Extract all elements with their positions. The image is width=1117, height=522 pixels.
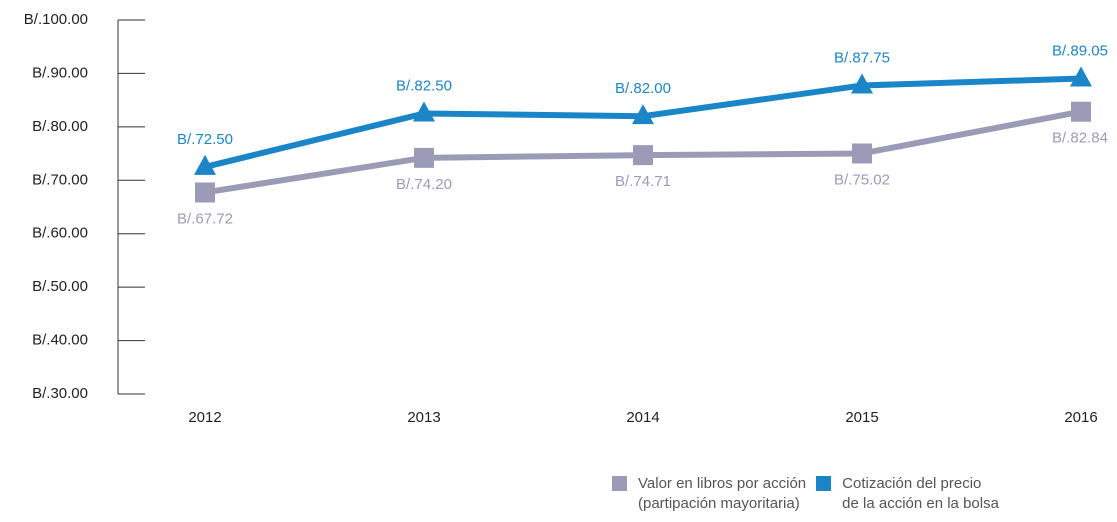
y-tick-label: B/.60.00 bbox=[32, 225, 88, 242]
data-label: B/.82.50 bbox=[396, 77, 452, 94]
data-label: B/.89.05 bbox=[1052, 42, 1108, 59]
marker bbox=[1070, 66, 1092, 87]
y-tick-label: B/.80.00 bbox=[32, 118, 88, 135]
legend-swatch bbox=[816, 476, 832, 491]
marker bbox=[413, 101, 435, 122]
legend-item: Cotización del precio de la acción en la… bbox=[816, 474, 999, 514]
x-tick-label: 2013 bbox=[407, 409, 440, 426]
data-label: B/.72.50 bbox=[177, 131, 233, 148]
legend-item: Valor en libros por acción (partipación … bbox=[612, 474, 806, 514]
y-tick-label: B/.50.00 bbox=[32, 278, 88, 295]
marker bbox=[195, 182, 215, 203]
data-label: B/.87.75 bbox=[834, 49, 890, 66]
marker bbox=[1071, 101, 1091, 122]
data-label: B/.67.72 bbox=[177, 210, 233, 227]
y-tick-label: B/.40.00 bbox=[32, 332, 88, 349]
x-tick-label: 2015 bbox=[845, 409, 878, 426]
y-tick-label: B/.90.00 bbox=[32, 64, 88, 81]
x-tick-label: 2016 bbox=[1064, 409, 1097, 426]
data-label: B/.82.00 bbox=[615, 80, 671, 97]
marker bbox=[852, 143, 872, 164]
marker bbox=[194, 154, 216, 175]
data-label: B/.74.20 bbox=[396, 176, 452, 193]
legend-swatch bbox=[612, 476, 627, 491]
chart: B/.30.00 B/.40.00 B/.50.00 B/.60.00 B/.70.00… bbox=[24, 11, 1108, 426]
y-tick-label: B/.70.00 bbox=[32, 171, 88, 188]
data-label: B/.74.71 bbox=[615, 173, 671, 190]
legend-label: Cotización del precio de la acción en la… bbox=[842, 475, 999, 512]
x-tick-label: 2012 bbox=[188, 409, 221, 426]
marker bbox=[851, 73, 873, 94]
marker bbox=[632, 104, 654, 125]
x-tick-label: 2014 bbox=[626, 409, 659, 426]
legend-label: Valor en libros por acción (partipación … bbox=[638, 475, 807, 512]
data-label: B/.75.02 bbox=[834, 171, 890, 188]
y-tick-label: B/.100.00 bbox=[24, 11, 88, 28]
legend: Valor en libros por acción (partipación … bbox=[612, 474, 999, 514]
y-tick-label: B/.30.00 bbox=[32, 385, 88, 402]
data-label: B/.82.84 bbox=[1052, 130, 1108, 147]
marker bbox=[414, 147, 434, 168]
marker bbox=[633, 145, 653, 166]
